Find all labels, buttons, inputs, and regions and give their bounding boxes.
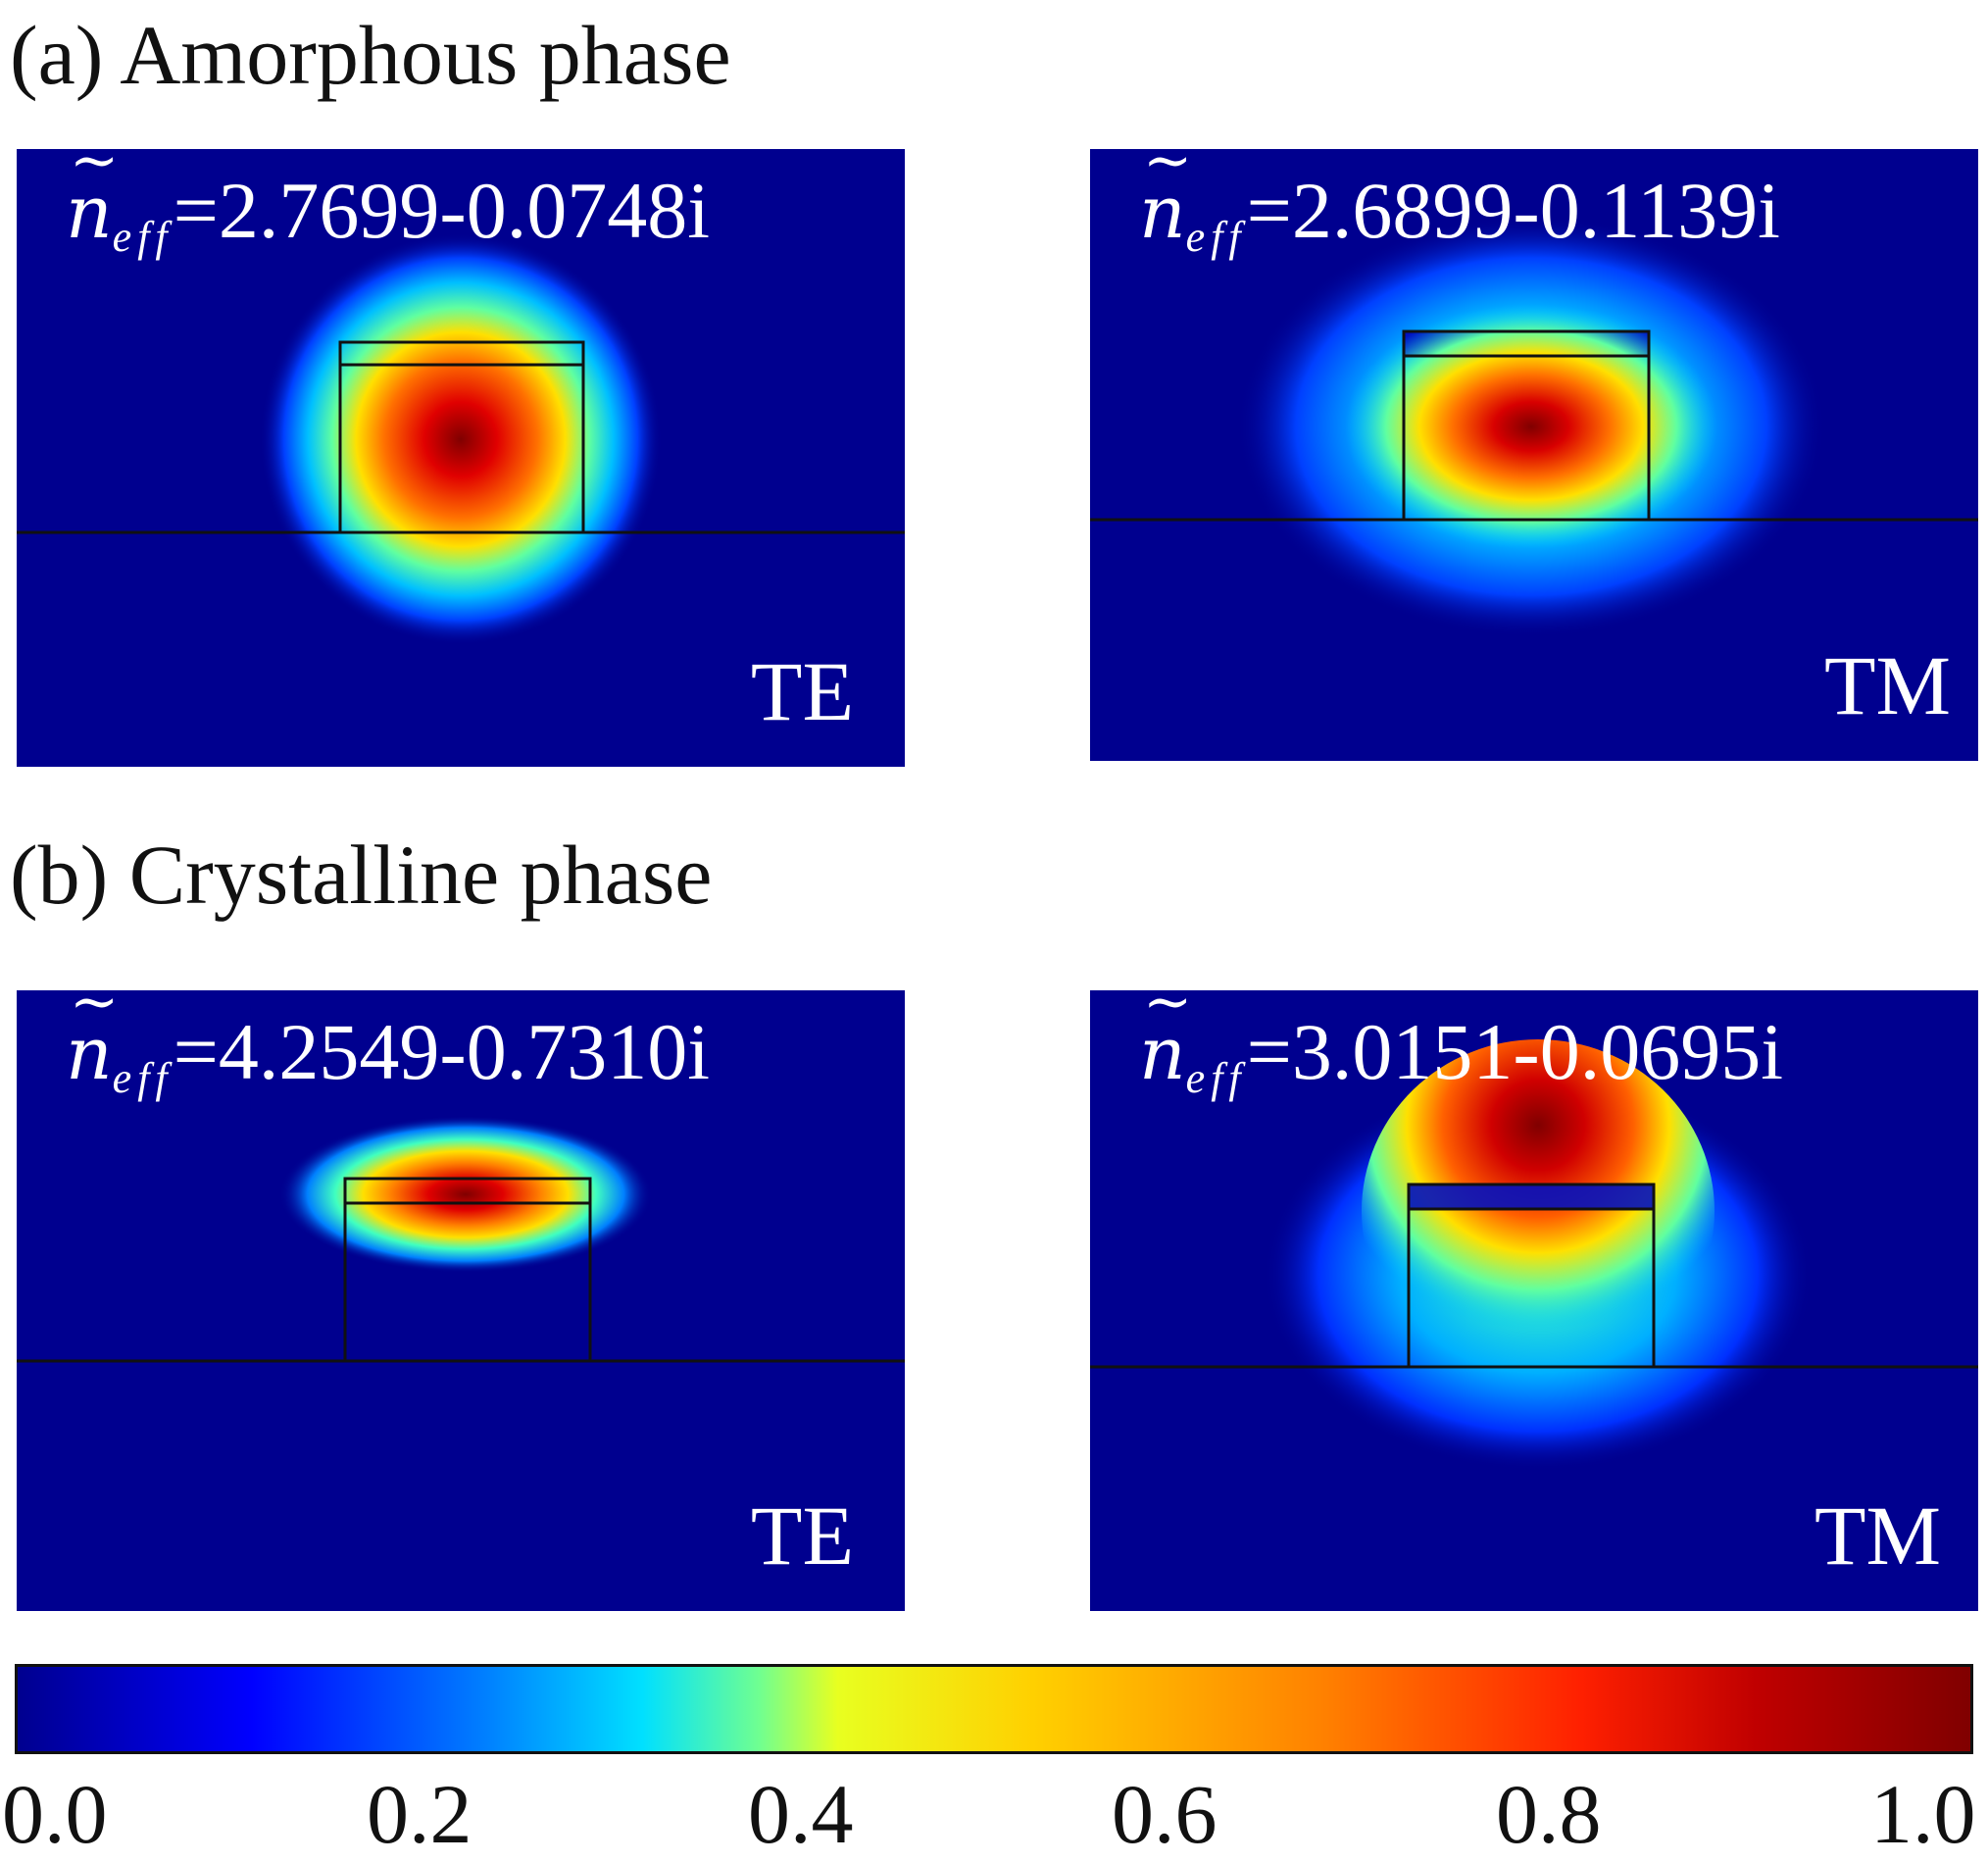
field-map-amorphous-te	[17, 233, 905, 645]
panel-crystalline-te: neff=4.2549-0.7310i TE	[17, 990, 905, 1611]
mode-label: TM	[1814, 1488, 1941, 1583]
colorbar-tick-2: 0.4	[748, 1767, 854, 1861]
colorbar-tick-5: 1.0	[1870, 1767, 1976, 1861]
panel-amorphous-tm: neff=2.6899-0.1139i TM	[1090, 149, 1978, 761]
field-intensity-ate	[260, 233, 662, 645]
panel-amorphous-te: neff=2.7699-0.0748i TE	[17, 149, 905, 767]
neff-label: neff=3.0151-0.0695i	[1139, 1012, 1783, 1100]
mode-label: TE	[750, 1488, 854, 1583]
field-intensity-btm	[1362, 1039, 1715, 1383]
neff-label: neff=2.7699-0.0748i	[66, 171, 710, 259]
mode-label: TM	[1824, 638, 1951, 732]
section-a-title: (a) Amorphous phase	[10, 8, 731, 102]
colorbar-tick-4: 0.8	[1496, 1767, 1602, 1861]
colorbar	[15, 1664, 1973, 1754]
colorbar-tick-3: 0.6	[1112, 1767, 1218, 1861]
field-map-crystalline-te	[17, 1116, 905, 1363]
section-b-title: (b) Crystalline phase	[10, 828, 713, 922]
field-intensity-bte	[279, 1116, 652, 1273]
field-map-amorphous-tm	[1090, 216, 1978, 637]
neff-label: neff=2.6899-0.1139i	[1139, 171, 1780, 259]
field-intensity-atm	[1345, 304, 1717, 549]
gst-cap-top-btm	[1409, 1184, 1654, 1209]
colorbar-tick-1: 0.2	[367, 1767, 472, 1861]
mode-label: TE	[750, 644, 854, 738]
neff-label: neff=4.2549-0.7310i	[66, 1012, 710, 1100]
field-map-crystalline-tm	[1090, 1039, 1978, 1471]
colorbar-tick-0: 0.0	[2, 1767, 108, 1861]
panel-crystalline-tm: neff=3.0151-0.0695i TM	[1090, 990, 1978, 1611]
